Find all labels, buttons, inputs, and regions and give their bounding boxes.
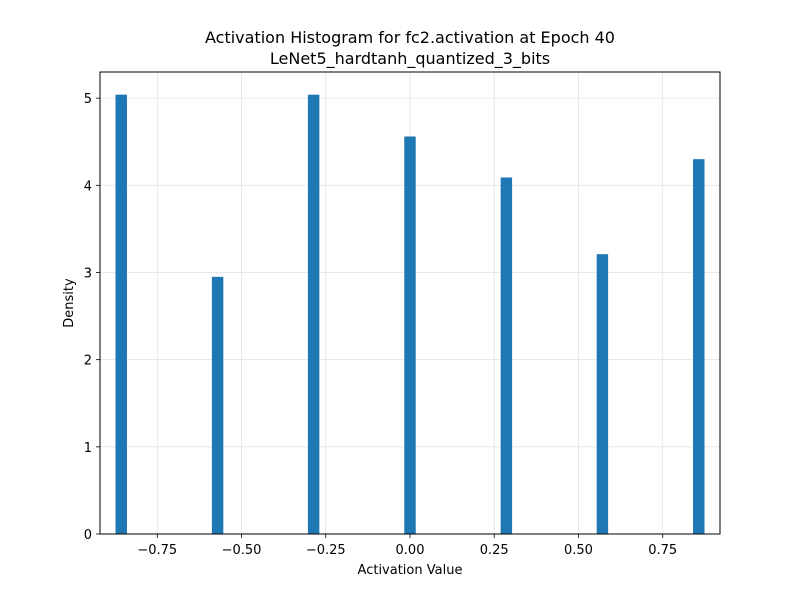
y-axis-ticks: 0 1 2 3 4 5: [84, 92, 100, 543]
y-tick-label: 3: [84, 266, 92, 281]
histogram-bar-4: [404, 136, 416, 534]
x-tick-label: 0.75: [648, 543, 677, 558]
x-axis-ticks: −0.75 −0.50 −0.25 0.00 0.25 0.50 0.75: [137, 534, 677, 558]
histogram-bar-5: [500, 177, 513, 535]
x-tick-label: 0.50: [564, 543, 593, 558]
y-tick-label: 1: [84, 441, 92, 456]
x-tick-label: −0.50: [222, 543, 262, 558]
x-tick-label: 0.25: [480, 543, 509, 558]
y-tick-label: 0: [84, 528, 92, 543]
histogram-bar-6: [596, 254, 609, 534]
x-axis-label: Activation Value: [358, 563, 463, 578]
histogram-bar-3: [307, 94, 320, 534]
histogram-bar-1: [115, 94, 127, 534]
y-tick-label: 4: [84, 179, 92, 194]
y-tick-label: 2: [84, 354, 92, 369]
grid-lines: [100, 72, 720, 535]
x-tick-label: −0.25: [306, 543, 346, 558]
histogram-bar-2: [211, 276, 224, 534]
histogram-bars: [115, 94, 705, 535]
x-tick-label: −0.75: [137, 543, 177, 558]
chart-subtitle: LeNet5_hardtanh_quantized_3_bits: [270, 49, 550, 69]
chart-title: Activation Histogram for fc2.activation …: [205, 28, 615, 47]
y-tick-label: 5: [84, 92, 92, 107]
y-axis-label: Density: [62, 278, 77, 328]
x-tick-label: 0.00: [396, 543, 425, 558]
histogram-bar-7: [693, 159, 705, 535]
